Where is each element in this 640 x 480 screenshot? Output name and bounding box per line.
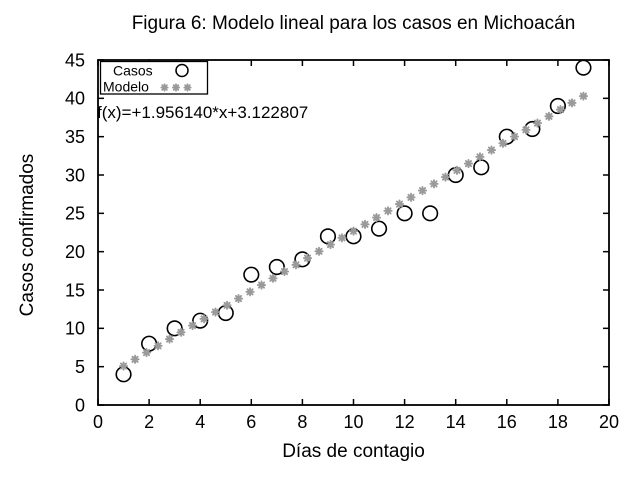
data-point-casos xyxy=(319,228,337,245)
model-point xyxy=(291,260,301,270)
model-point xyxy=(187,321,198,331)
model-point xyxy=(521,125,531,135)
data-point-casos xyxy=(396,205,413,222)
data-point-casos xyxy=(549,97,567,115)
model-point xyxy=(498,138,508,148)
model-point xyxy=(486,145,497,155)
model-point xyxy=(394,199,405,209)
model-point xyxy=(440,172,451,182)
model-point xyxy=(199,314,209,324)
y-tick-label: 20 xyxy=(65,242,85,262)
model-point xyxy=(348,226,359,236)
y-tick-label: 5 xyxy=(75,357,85,377)
model-point xyxy=(578,91,588,101)
model-point xyxy=(279,267,290,277)
y-tick-label: 35 xyxy=(65,127,85,147)
model-point xyxy=(314,246,324,256)
y-axis-label: Casos confirmados xyxy=(17,153,38,317)
model-point xyxy=(360,219,370,229)
y-tick-label: 10 xyxy=(65,319,85,339)
x-tick-label: 6 xyxy=(246,412,256,432)
data-point-casos xyxy=(422,205,439,222)
legend-marker-modelo xyxy=(171,83,181,92)
legend-label-casos: Casos xyxy=(113,63,153,79)
model-point xyxy=(383,206,393,216)
model-point xyxy=(406,192,416,202)
model-point xyxy=(452,165,462,175)
model-point xyxy=(119,361,129,371)
data-point-casos xyxy=(166,320,183,337)
model-point xyxy=(130,354,140,364)
x-tick-label: 4 xyxy=(195,412,205,432)
model-point xyxy=(371,213,382,223)
model-point xyxy=(429,179,439,189)
data-point-casos xyxy=(192,312,209,329)
y-tick-label: 15 xyxy=(65,280,85,300)
model-point xyxy=(417,186,428,196)
y-tick-label: 0 xyxy=(75,395,85,415)
model-point xyxy=(325,240,336,250)
x-tick-label: 10 xyxy=(343,412,363,432)
x-tick-label: 12 xyxy=(395,412,415,432)
model-point xyxy=(555,105,566,115)
legend-marker-casos xyxy=(175,63,189,78)
legend-marker-modelo xyxy=(160,83,169,92)
legend-marker-modelo xyxy=(183,83,192,92)
y-tick-label: 30 xyxy=(65,165,85,185)
model-point xyxy=(475,152,485,162)
y-tick-label: 40 xyxy=(65,89,85,109)
model-point xyxy=(176,327,186,337)
fit-equation: f(x)=+1.956140*x+3.122807 xyxy=(97,103,308,122)
data-point-casos xyxy=(575,59,592,76)
model-point xyxy=(544,111,554,121)
y-tick-label: 45 xyxy=(65,50,85,70)
model-point xyxy=(567,98,577,108)
model-point xyxy=(153,341,163,351)
x-axis-label: Días de contagio xyxy=(282,441,425,462)
x-tick-label: 14 xyxy=(446,412,466,432)
model-point xyxy=(222,300,232,310)
model-point xyxy=(164,334,175,344)
chart-title: Figura 6: Modelo lineal para los casos e… xyxy=(131,13,576,34)
data-point-casos xyxy=(243,266,260,283)
data-point-casos xyxy=(141,335,158,352)
x-tick-label: 0 xyxy=(93,412,103,432)
x-tick-label: 18 xyxy=(548,412,568,432)
x-tick-label: 20 xyxy=(599,412,619,432)
model-point xyxy=(463,159,474,169)
data-point-casos xyxy=(370,220,388,237)
y-tick-label: 25 xyxy=(65,204,85,224)
data-point-casos xyxy=(268,258,285,276)
model-point xyxy=(302,253,313,263)
data-point-casos xyxy=(473,159,490,176)
model-point xyxy=(268,273,278,283)
model-point xyxy=(509,132,520,142)
model-point xyxy=(141,348,152,358)
x-tick-label: 8 xyxy=(297,412,307,432)
model-point xyxy=(245,287,255,297)
x-tick-label: 16 xyxy=(497,412,517,432)
model-point xyxy=(337,233,347,243)
x-tick-label: 2 xyxy=(144,412,154,432)
model-point xyxy=(210,307,221,317)
model-point xyxy=(256,280,267,290)
legend-label-modelo: Modelo xyxy=(103,79,149,95)
model-point xyxy=(233,294,244,304)
model-point xyxy=(532,118,543,128)
